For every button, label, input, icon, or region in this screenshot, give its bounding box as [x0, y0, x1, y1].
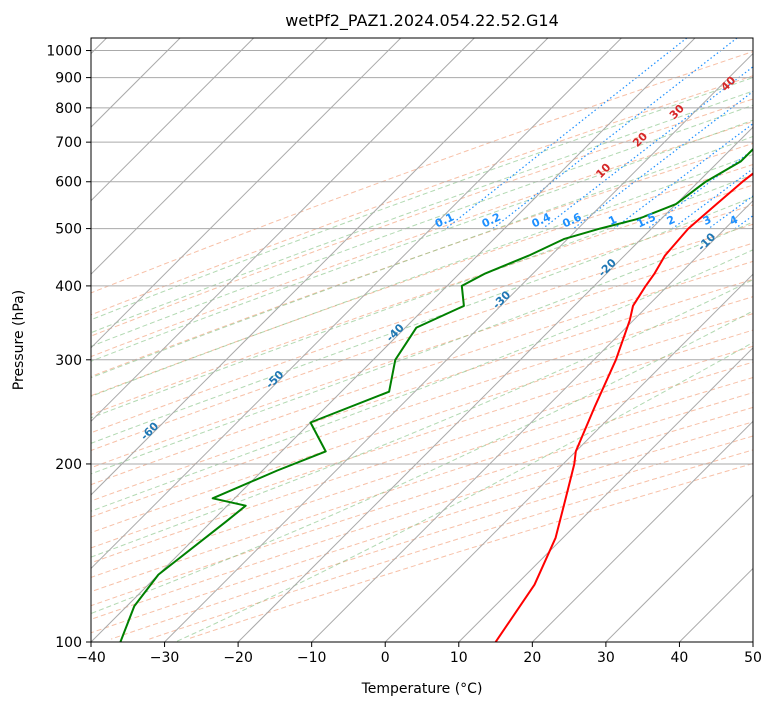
dry-adiabat-line: [91, 313, 753, 534]
dry-adiabat-line: [91, 406, 753, 620]
isotherm-line: [311, 199, 753, 642]
y-tick-label: 600: [55, 175, 82, 191]
x-axis-label: Temperature (°C): [361, 681, 483, 697]
x-tick-label: 20: [523, 650, 541, 666]
moist-adiabat-line: [91, 173, 753, 419]
y-tick-label: 1000: [46, 44, 82, 60]
chart-title: wetPf2_PAZ1.2024.054.22.52.G14: [285, 11, 559, 31]
dry-adiabat-line: [91, 163, 753, 397]
isotherm-line: [91, 38, 622, 570]
mixing-ratio-line: [672, 168, 753, 230]
x-tick-label: 30: [597, 650, 615, 666]
temperature-profile-line: [494, 172, 753, 642]
mixing-ratio-line: [542, 65, 753, 230]
y-tick-label: 900: [55, 71, 82, 87]
y-tick-label: 400: [55, 279, 82, 295]
dry-adiabat-line: [91, 345, 753, 564]
moist-adiabat-line: [91, 249, 753, 512]
y-tick-label: 200: [55, 457, 82, 473]
dewpoint-profile-line: [119, 147, 753, 642]
dry-adiabat-line: [91, 121, 753, 358]
isotherm-line: [91, 38, 696, 642]
moist-adiabat-line: [91, 279, 753, 558]
y-axis-ticks: 100 200 300 400 500 600 700 800 900 1000: [46, 44, 91, 651]
x-tick-label: −40: [76, 650, 106, 666]
y-tick-label: 700: [55, 135, 82, 151]
isotherm-line: [91, 38, 328, 275]
isotherm-line: [91, 38, 475, 423]
isotherm-line: [91, 38, 549, 496]
dry-adiabat-line: [91, 204, 753, 434]
dry-adiabat-line: [91, 51, 753, 294]
isotherm-line: [605, 494, 753, 642]
isotherm-line: [237, 126, 753, 642]
y-tick-label: 100: [55, 635, 82, 651]
x-tick-label: 0: [381, 650, 390, 666]
x-tick-label: 40: [671, 650, 689, 666]
dry-adiabat-line: [91, 98, 753, 337]
moist-adiabat-line: [91, 119, 753, 362]
x-tick-label: 10: [450, 650, 468, 666]
y-tick-label: 800: [55, 101, 82, 117]
x-tick-label: 50: [744, 650, 762, 666]
isotherm-line: [164, 52, 753, 642]
y-tick-label: 500: [55, 222, 82, 238]
mixing-ratio-line: [573, 90, 753, 230]
isotherm-line: [384, 273, 753, 642]
dry-adiabat-line: [91, 75, 753, 316]
y-tick-label: 300: [55, 353, 82, 369]
isotherm-line: [91, 38, 255, 202]
y-axis-label: Pressure (hPa): [11, 290, 27, 390]
moist-adiabat-line: [91, 104, 753, 347]
grid: [91, 38, 753, 642]
isotherm-line: [91, 38, 402, 349]
moist-adiabat-line: [91, 196, 753, 444]
plot-frame: [90, 37, 754, 643]
x-axis-ticks: −40 −30 −20 −10 0 10 20 30 40 50: [76, 642, 762, 666]
dry-adiabat-line: [91, 392, 753, 607]
x-tick-label: −20: [223, 650, 253, 666]
x-tick-label: −30: [150, 650, 180, 666]
dry-adiabat-line: [91, 329, 753, 549]
isotherm-line: [458, 347, 753, 642]
dry-adiabat-line: [91, 421, 753, 634]
x-tick-label: −10: [297, 650, 327, 666]
profiles: [119, 147, 753, 642]
isotherm-line: [531, 420, 753, 642]
dry-adiabat-line: [91, 278, 753, 502]
